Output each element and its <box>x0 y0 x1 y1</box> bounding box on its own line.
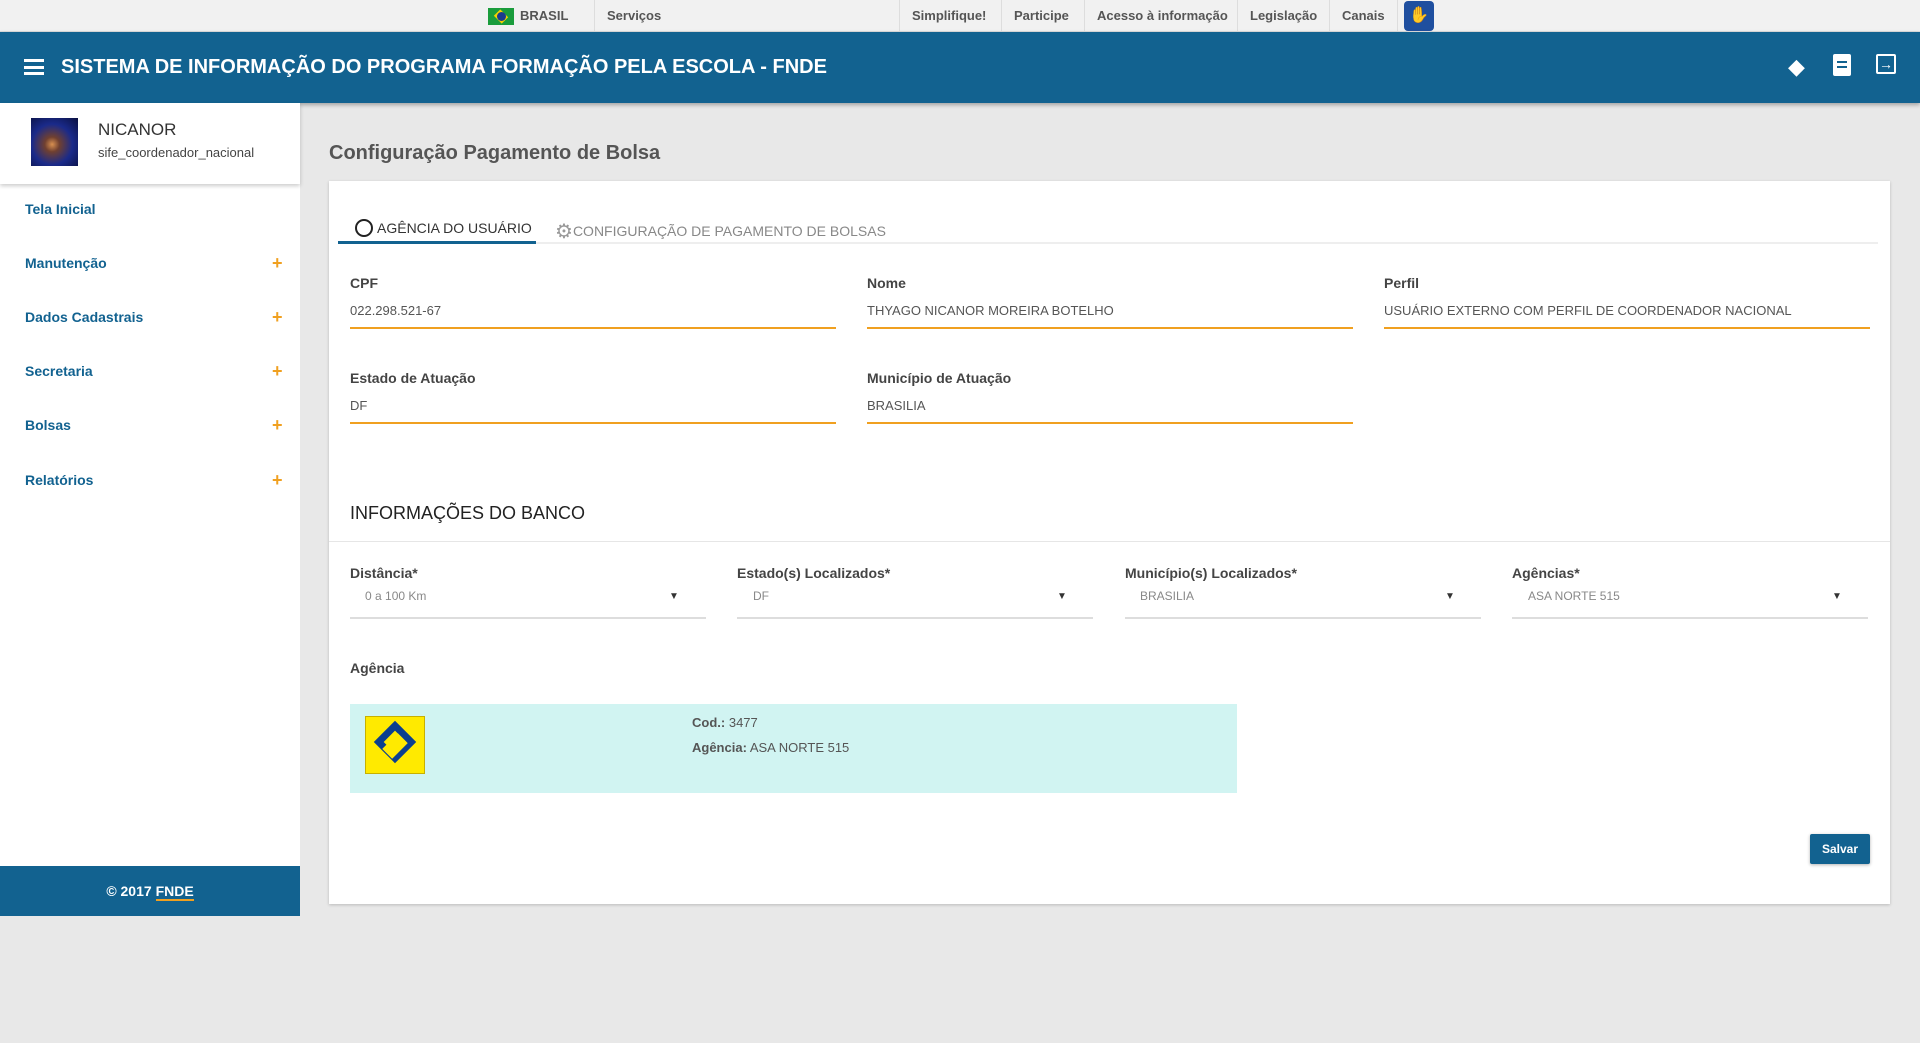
content-card: AGÊNCIA DO USUÁRIO ⚙CONFIGURAÇÃO DE PAGA… <box>329 181 1890 904</box>
user-role: sife_coordenador_nacional <box>98 145 255 160</box>
dropdown-arrow-icon[interactable]: ▼ <box>669 591 679 602</box>
clipboard-icon[interactable] <box>1833 54 1851 76</box>
dropdown-arrow-icon[interactable]: ▼ <box>1057 591 1067 602</box>
banco-do-brasil-logo <box>365 716 425 774</box>
municipios-select[interactable]: BRASILIA <box>1140 589 1195 603</box>
gov-top-bar: BRASIL Serviços Simplifique! Participe A… <box>0 0 1920 32</box>
distancia-select[interactable]: 0 a 100 Km <box>365 589 427 603</box>
cpf-label: CPF <box>350 275 378 291</box>
app-title: SISTEMA DE INFORMAÇÃO DO PROGRAMA FORMAÇ… <box>61 56 827 78</box>
bank-section-title: INFORMAÇÕES DO BANCO <box>350 503 586 523</box>
agency-card[interactable]: Cod.: 3477 Agência: ASA NORTE 515 <box>350 704 1237 793</box>
sidebar-item-dados-cadastrais[interactable]: Dados Cadastrais <box>25 309 144 325</box>
agency-code: Cod.: 3477 <box>692 715 758 730</box>
copyright: © 2017 <box>106 883 152 899</box>
expand-icon[interactable]: + <box>272 415 283 435</box>
sidebar-item-tela-inicial[interactable]: Tela Inicial <box>25 201 96 217</box>
estados-select[interactable]: DF <box>753 589 769 603</box>
legislacao-link[interactable]: Legislação <box>1237 0 1329 32</box>
tab-label: AGÊNCIA DO USUÁRIO <box>377 220 532 236</box>
brasil-link[interactable]: BRASIL <box>480 0 580 32</box>
tab-agencia-usuario[interactable]: AGÊNCIA DO USUÁRIO <box>338 203 536 244</box>
gear-icon: ⚙ <box>555 221 573 243</box>
municipios-label: Município(s) Localizados* <box>1125 565 1297 581</box>
sidebar: NICANOR sife_coordenador_nacional Tela I… <box>0 103 300 916</box>
participe-link[interactable]: Participe <box>1001 0 1081 32</box>
dropdown-arrow-icon[interactable]: ▼ <box>1832 591 1842 602</box>
sidebar-item-relatorios[interactable]: Relatórios <box>25 472 94 488</box>
agencia-label: Agência <box>350 660 405 676</box>
perfil-field[interactable]: USUÁRIO EXTERNO COM PERFIL DE COORDENADO… <box>1384 303 1792 318</box>
services-link[interactable]: Serviços <box>594 0 899 32</box>
cpf-field[interactable]: 022.298.521-67 <box>350 303 442 318</box>
perfil-label: Perfil <box>1384 275 1420 291</box>
tab-configuracao-pagamento[interactable]: ⚙CONFIGURAÇÃO DE PAGAMENTO DE BOLSAS <box>555 219 886 244</box>
expand-icon[interactable]: + <box>272 307 283 327</box>
acesso-informacao-link[interactable]: Acesso à informação <box>1084 0 1240 32</box>
avatar <box>31 118 78 166</box>
estado-field[interactable]: DF <box>350 398 368 413</box>
app-header: SISTEMA DE INFORMAÇÃO DO PROGRAMA FORMAÇ… <box>0 32 1920 103</box>
sidebar-item-bolsas[interactable]: Bolsas <box>25 417 71 433</box>
estados-label: Estado(s) Localizados* <box>737 565 891 581</box>
face-icon <box>355 219 373 237</box>
dropdown-arrow-icon[interactable]: ▼ <box>1445 591 1455 602</box>
brasil-label: BRASIL <box>520 8 569 23</box>
logout-icon[interactable]: → <box>1876 54 1896 74</box>
nome-field[interactable]: THYAGO NICANOR MOREIRA BOTELHO <box>867 303 1114 318</box>
sidebar-item-secretaria[interactable]: Secretaria <box>25 363 93 379</box>
fnde-link[interactable]: FNDE <box>155 883 194 901</box>
estado-label: Estado de Atuação <box>350 370 476 386</box>
municipio-field[interactable]: BRASILIA <box>867 398 926 413</box>
nome-label: Nome <box>867 275 906 291</box>
page-title: Configuração Pagamento de Bolsa <box>329 142 661 164</box>
menu-icon[interactable] <box>24 59 44 75</box>
canais-link[interactable]: Canais <box>1329 0 1398 32</box>
expand-icon[interactable]: + <box>272 361 283 381</box>
expand-icon[interactable]: + <box>272 470 283 490</box>
layers-icon[interactable]: ◆ <box>1788 54 1805 79</box>
save-button[interactable]: Salvar <box>1810 834 1870 864</box>
user-name: NICANOR <box>98 120 177 139</box>
expand-icon[interactable]: + <box>272 253 283 273</box>
municipio-label: Município de Atuação <box>867 370 1012 386</box>
tab-label: CONFIGURAÇÃO DE PAGAMENTO DE BOLSAS <box>572 223 886 239</box>
agencias-label: Agências* <box>1512 565 1580 581</box>
sidebar-item-manutencao[interactable]: Manutenção <box>25 255 107 271</box>
brazil-flag-icon <box>488 8 514 26</box>
sidebar-footer: © 2017 FNDE <box>0 866 300 916</box>
user-card: NICANOR sife_coordenador_nacional <box>0 103 300 184</box>
agency-name: Agência: ASA NORTE 515 <box>692 740 850 755</box>
accessibility-hand-icon[interactable]: ✋ <box>1404 1 1434 31</box>
agencias-select[interactable]: ASA NORTE 515 <box>1528 589 1620 603</box>
distancia-label: Distância* <box>350 565 418 581</box>
simplifique-link[interactable]: Simplifique! <box>899 0 998 32</box>
